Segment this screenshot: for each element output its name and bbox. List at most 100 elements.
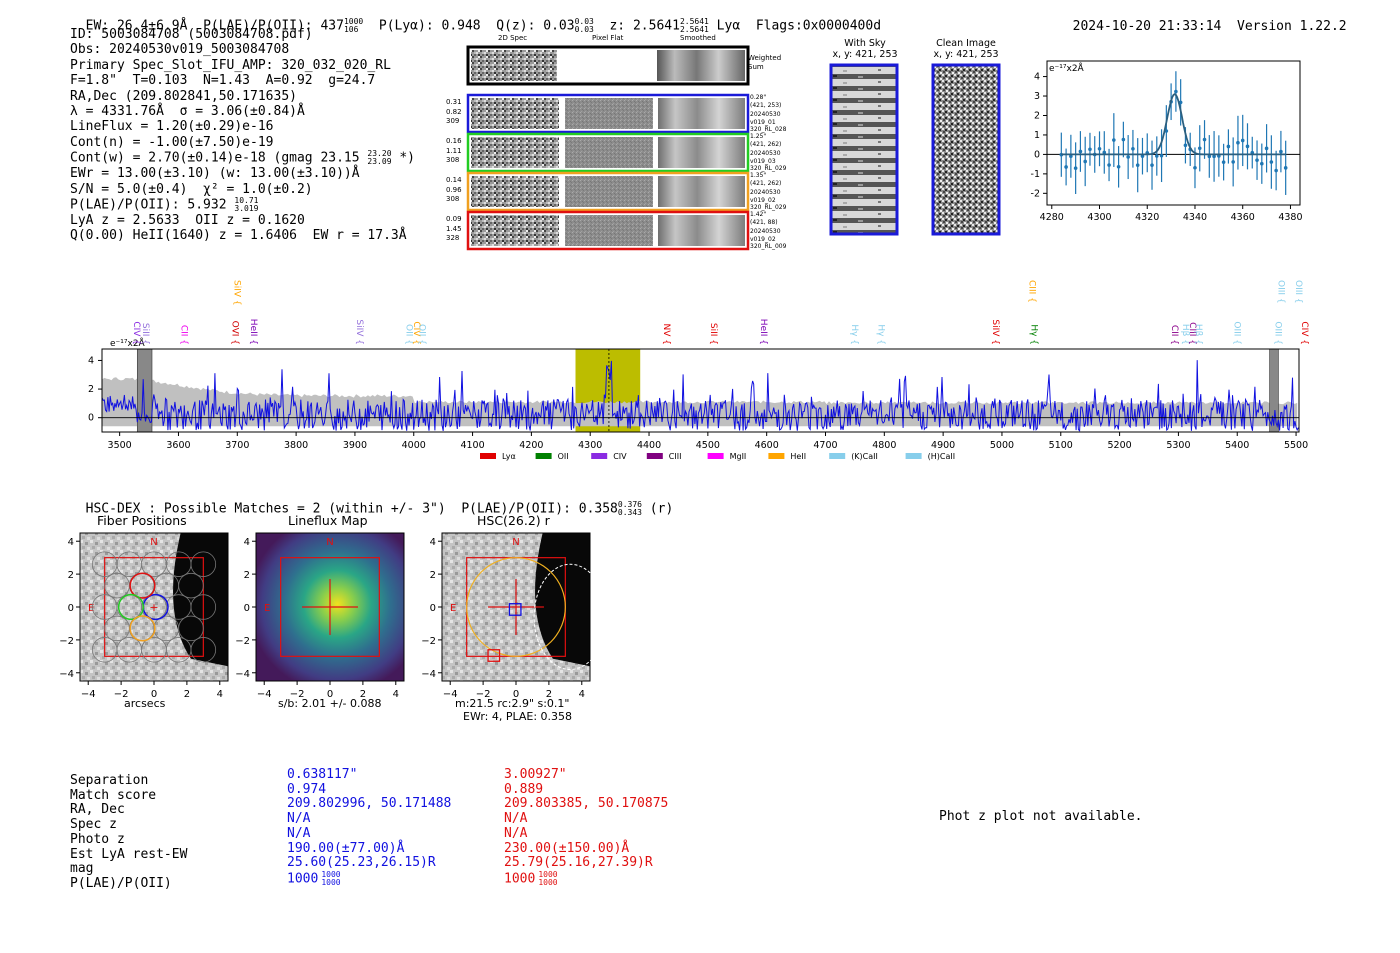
match-table-cell: 0.974 [287, 782, 451, 798]
cutout-info: (421, 262) [750, 179, 782, 187]
ytick-label: −4 [59, 669, 74, 680]
xtick-label: 0 [327, 689, 333, 700]
cutout-stat: 309 [446, 117, 460, 125]
zoom-ytick-label: -2 [1031, 188, 1040, 199]
plae-hi: 1000 [343, 17, 364, 26]
info-plae: P(LAE)/P(OII): 5.932 [70, 197, 227, 213]
ytick-label: 2 [244, 570, 250, 581]
panel1-xlabel: arcsecs [124, 697, 166, 710]
match-table-cell: 1000 1000 1000 [287, 870, 451, 887]
plae-hi: 1000 [538, 869, 558, 879]
zoom-point [1226, 144, 1231, 149]
xtick-label: 0 [513, 689, 519, 700]
clean-xy: x, y: 421, 253 [933, 49, 999, 60]
plae-lo: 1000 [538, 877, 558, 887]
error-envelope [102, 377, 1298, 427]
ytick-label: 2 [68, 570, 74, 581]
ytick-label: 4 [68, 537, 74, 548]
match-table-label: P(LAE)/P(OII) [70, 875, 172, 891]
spectrum-xtick-label: 3900 [343, 440, 367, 451]
xtick-label: 2 [360, 689, 366, 700]
weighted-sum-label: Weighted Sum [748, 54, 781, 72]
match-table-cell: 1000 1000 1000 [504, 869, 668, 887]
zoom-point [1240, 138, 1245, 143]
weighted-label: Weighted [748, 54, 782, 62]
spectrum-xtick-label: 4000 [402, 440, 426, 451]
match-table-value: 1000 [287, 871, 319, 887]
legend-swatch [646, 453, 663, 459]
header-bar: EW: 26.4±6.9Å P(LAE)/P(OII): 437 1000 106 … [70, 3, 881, 34]
cutout-info: 20240530 [750, 228, 781, 235]
line-id-label: CII { [178, 325, 188, 345]
match-table-cell: N/A [504, 811, 668, 827]
legend-label: CIII [669, 452, 682, 461]
zoom-point [1135, 163, 1140, 167]
match-table-value: 3.00927" [504, 767, 567, 782]
info-params: F=1.8" T=0.103 N=1.43 A=0.92 g=24.7 [70, 73, 376, 89]
cutout-info: (421, 253) [750, 101, 782, 109]
match-table-cell: N/A [287, 811, 451, 827]
zoom-line-plot: 4280 4300 4320 4340 4360 4380 4 3 2 1 0 -1 -2 e⁻¹⁷x2Å [1025, 55, 1335, 235]
zoom-point [1212, 154, 1216, 159]
xtick-label: −2 [476, 689, 491, 700]
sum-label: Sum [748, 63, 764, 71]
spectrum-xtick-label: 4300 [578, 440, 602, 451]
match-table-label: Match score [70, 787, 157, 803]
zoom-point [1150, 163, 1154, 167]
legend-swatch [480, 453, 496, 459]
zoom-ylabel: e⁻¹⁷x2Å [1049, 62, 1085, 74]
col-smooth-label: Smoothed [680, 34, 716, 42]
fiber-circle [190, 594, 217, 620]
ytick-label: 0 [68, 603, 74, 614]
ytick-label: 0 [430, 603, 436, 614]
zoom-xtick-label: 4340 [1183, 212, 1207, 223]
line-id-label: OVI { [230, 321, 240, 345]
xtick-label: −2 [290, 689, 305, 700]
hsc-title-hi: 0.376 [617, 500, 642, 509]
xtick-label: 0 [151, 689, 157, 700]
zoom-point [1197, 146, 1202, 151]
info-contw: Cont(w) = 2.70(±0.14)e-18 (gmag 23.15 [70, 150, 360, 166]
cutout-info: 1.35" [750, 172, 767, 179]
zoom-point [1069, 154, 1073, 159]
line-id-label: OIII { [1231, 321, 1241, 345]
ytick-label: −4 [421, 669, 436, 680]
cutout-panel: 2D Spec Pixel Flat Smoothed [440, 32, 790, 257]
zoom-fit-curve [1061, 93, 1286, 156]
qz-value: Q(z): 0.03 [496, 18, 575, 34]
info-plae-lo: 3.019 [234, 204, 259, 214]
match-table-label: Spec z [70, 817, 117, 833]
info-primary: Primary Spec_Slot_IFU_AMP: 320_032_020_R… [70, 57, 391, 73]
cutout-info: 320_RL_029 [750, 204, 787, 211]
hsc-cutouts: N E 4 2 0 −2 −4 −4 −2 0 2 4 + N E 4 2 0 −2 −4 −4 −2 0 2 4 N E 4 2 0 −2… [59, 532, 607, 700]
line-id-label: SiIV { [354, 319, 364, 345]
line-id-label: CIV { [411, 321, 421, 345]
match-table-value: 190.00(±77.00)Å [287, 840, 405, 856]
match-table-value: 0.638117" [287, 767, 358, 782]
zoom-point [1102, 150, 1107, 155]
panel2-title: Lineflux Map [288, 513, 368, 528]
xtick-label: −4 [443, 689, 458, 700]
zoom-xtick-label: 4300 [1087, 212, 1111, 223]
hsc-title: HSC-DEX : Possible Matches = 2 (within +… [85, 501, 618, 517]
spectrum-xtick-label: 4100 [460, 440, 484, 451]
line-id-label: CII { [1169, 325, 1179, 345]
zoom-point [1083, 159, 1087, 164]
ytick-label: −2 [235, 636, 250, 647]
line-id-label: NV { [661, 324, 671, 345]
cutout-row [466, 132, 750, 173]
cutout-flat [565, 215, 653, 246]
match-table-value: N/A [287, 825, 311, 841]
zoom-point [1088, 147, 1092, 152]
flags-value: Flags:0x0000400d [755, 18, 882, 34]
xtick-label: 4 [579, 689, 585, 700]
contw-end: *) [399, 150, 415, 166]
cutout-2d [471, 137, 559, 168]
contw-hi: 23.20 [367, 149, 392, 159]
line-id-label: SiII { [708, 323, 718, 345]
spectrum-xtick-label: 4700 [813, 440, 837, 451]
zoom-xtick-label: 4320 [1135, 212, 1159, 223]
info-contw-row: Cont(w) = 2.70(±0.14)e-18 (gmag 23.15 23… [70, 150, 415, 166]
zoom-point [1121, 137, 1126, 142]
hsc-title-end: (r) [649, 501, 674, 517]
